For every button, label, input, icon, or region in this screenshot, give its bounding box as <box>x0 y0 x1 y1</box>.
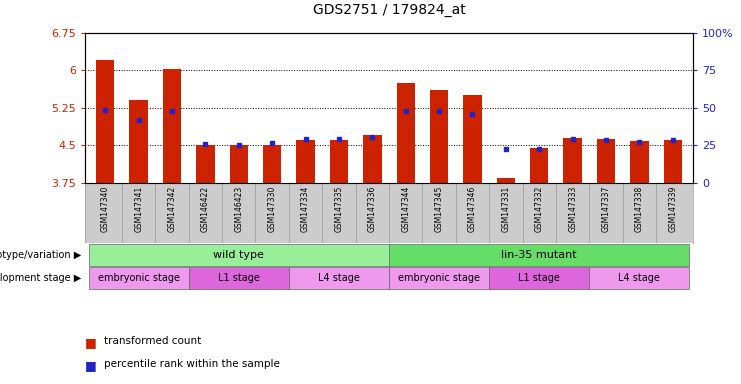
Text: GSM147346: GSM147346 <box>468 186 477 232</box>
Text: GSM146423: GSM146423 <box>234 186 243 232</box>
Text: embryonic stage: embryonic stage <box>398 273 480 283</box>
Text: lin-35 mutant: lin-35 mutant <box>502 250 577 260</box>
Bar <box>589 267 689 290</box>
Bar <box>389 243 689 266</box>
Text: L4 stage: L4 stage <box>318 273 360 283</box>
Bar <box>631 141 648 183</box>
Text: GSM147331: GSM147331 <box>502 186 511 232</box>
Bar <box>230 146 248 183</box>
Bar <box>130 100 147 183</box>
Text: percentile rank within the sample: percentile rank within the sample <box>104 359 279 369</box>
Text: GSM147339: GSM147339 <box>668 186 677 232</box>
Text: GSM147342: GSM147342 <box>167 186 176 232</box>
Bar <box>296 141 315 183</box>
Text: GSM147332: GSM147332 <box>535 186 544 232</box>
Text: L1 stage: L1 stage <box>218 273 260 283</box>
Bar <box>89 267 189 290</box>
Text: GSM147333: GSM147333 <box>568 186 577 232</box>
Text: GSM147344: GSM147344 <box>401 186 411 232</box>
Text: development stage ▶: development stage ▶ <box>0 273 82 283</box>
Bar <box>196 146 215 183</box>
Text: genotype/variation ▶: genotype/variation ▶ <box>0 250 82 260</box>
Bar <box>89 243 389 266</box>
Bar <box>189 267 289 290</box>
Text: GSM147338: GSM147338 <box>635 186 644 232</box>
Text: GSM147335: GSM147335 <box>334 186 343 232</box>
Bar <box>563 138 582 183</box>
Bar <box>530 148 548 183</box>
Text: GSM147336: GSM147336 <box>368 186 377 232</box>
Text: GSM147337: GSM147337 <box>602 186 611 232</box>
Text: GSM147330: GSM147330 <box>268 186 276 232</box>
Bar <box>489 267 589 290</box>
Text: GSM147340: GSM147340 <box>101 186 110 232</box>
Text: L1 stage: L1 stage <box>518 273 560 283</box>
Text: GSM147334: GSM147334 <box>301 186 310 232</box>
Text: GDS2751 / 179824_at: GDS2751 / 179824_at <box>313 3 465 17</box>
Bar <box>389 267 489 290</box>
Bar <box>396 83 415 183</box>
Bar <box>430 90 448 183</box>
Text: transformed count: transformed count <box>104 336 201 346</box>
Bar <box>463 95 482 183</box>
Text: GSM147345: GSM147345 <box>435 186 444 232</box>
Bar <box>496 178 515 183</box>
Bar <box>263 146 282 183</box>
Bar <box>289 267 389 290</box>
Bar <box>664 141 682 183</box>
Text: embryonic stage: embryonic stage <box>98 273 179 283</box>
Bar <box>330 141 348 183</box>
Bar <box>163 69 182 183</box>
Bar <box>96 60 114 183</box>
Text: L4 stage: L4 stage <box>619 273 660 283</box>
Text: GSM147341: GSM147341 <box>134 186 143 232</box>
Text: ■: ■ <box>85 359 97 372</box>
Bar <box>597 139 615 183</box>
Text: wild type: wild type <box>213 250 265 260</box>
Text: GSM146422: GSM146422 <box>201 186 210 232</box>
Text: ■: ■ <box>85 336 97 349</box>
Bar <box>363 136 382 183</box>
